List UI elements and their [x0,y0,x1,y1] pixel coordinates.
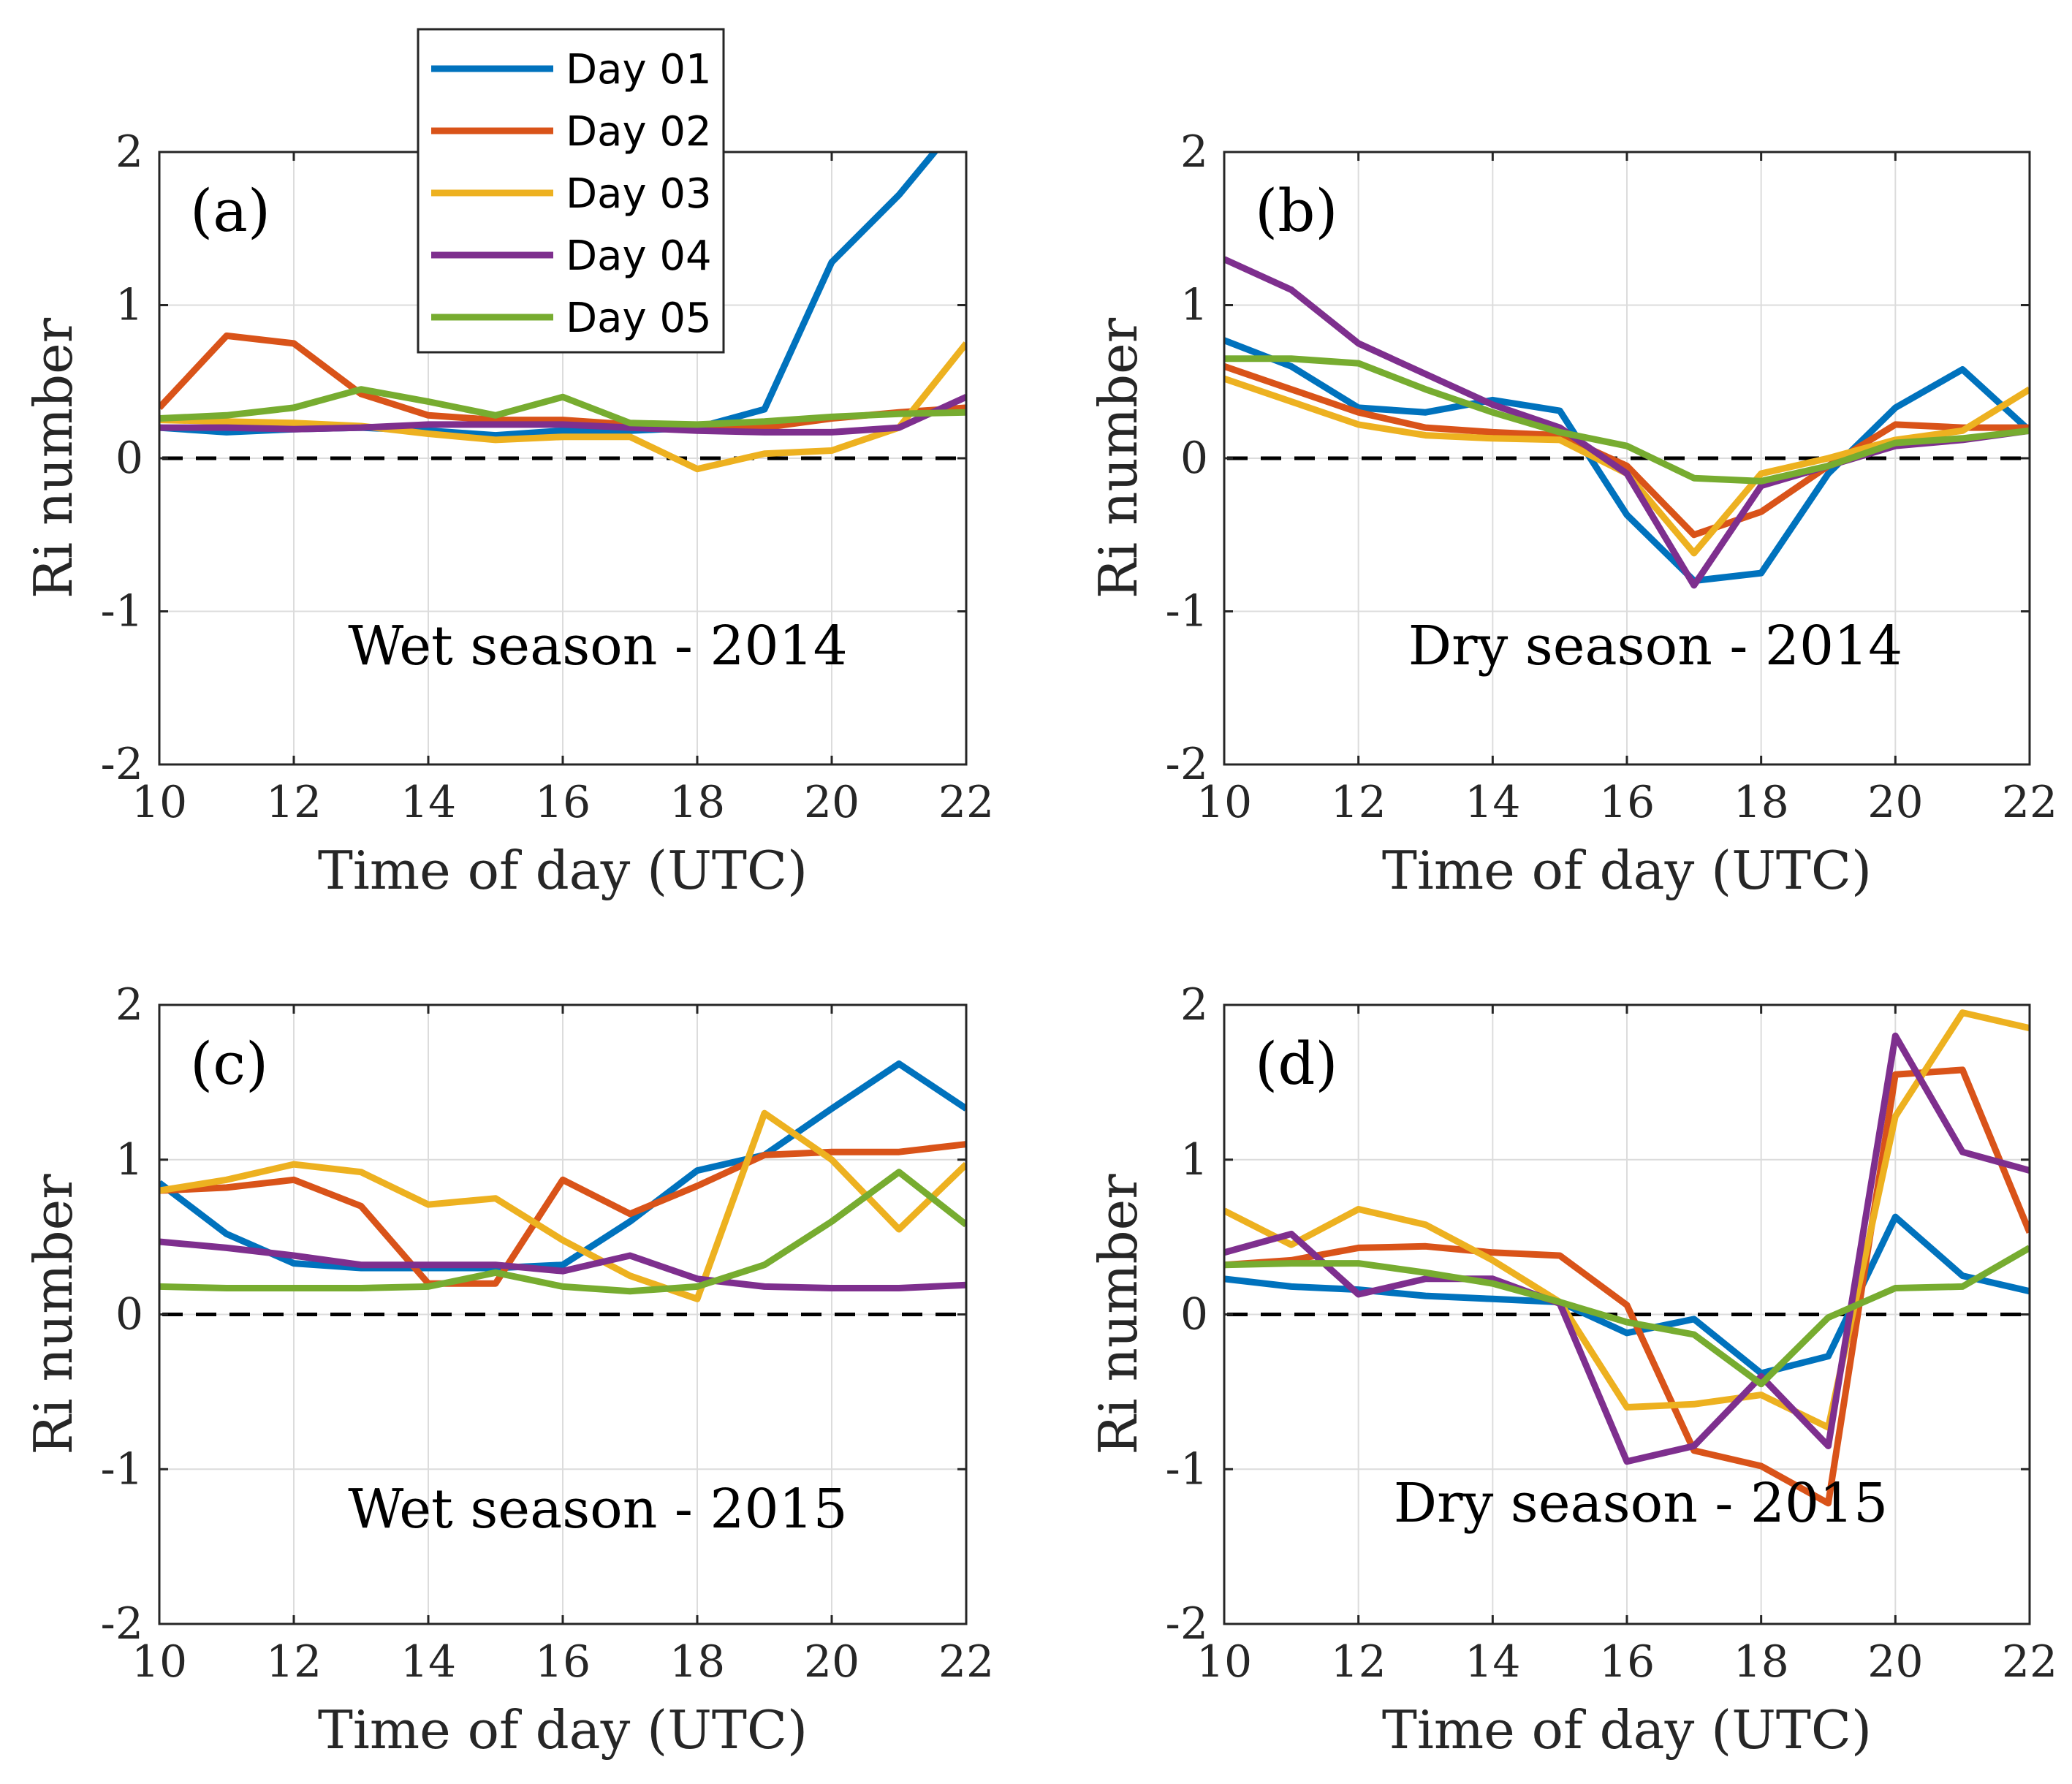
x-tick-label: 20 [1867,777,1923,828]
series-line-day-03 [1224,1009,2030,1431]
x-axis-label: Time of day (UTC) [318,840,808,901]
y-tick-label: -2 [1166,739,1208,790]
x-axis-label: Time of day (UTC) [1382,840,1872,901]
series-line-day-04 [1224,1032,2030,1465]
series-line-day-04 [159,1238,966,1291]
panel-letter: (b) [1255,177,1338,245]
y-tick-label: 2 [1180,126,1208,178]
y-tick-label: 0 [115,433,143,484]
series-group [1224,1009,2030,1507]
y-tick-label: 1 [115,1134,143,1185]
legend: Day 01 Day 02 Day 03 Day 04 Day 05 [417,28,725,354]
y-tick-label: 1 [1180,280,1208,331]
y-tick-label: 1 [1180,1134,1208,1185]
x-tick-label: 14 [401,777,456,828]
season-annotation: Dry season - 2014 [1408,615,1902,677]
y-tick-label: 0 [115,1289,143,1340]
panel-letter: (a) [190,177,270,245]
x-tick-label: 22 [2002,1636,2057,1688]
y-tick-label: -1 [101,1443,143,1495]
series-group [159,152,966,473]
series-line-day-01 [159,1060,966,1272]
y-tick-label: 0 [1180,1289,1208,1340]
y-axis-label: Ri number [1088,317,1149,599]
series-group [159,1060,966,1302]
x-tick-label: 22 [938,777,994,828]
x-tick-label: 10 [1196,1636,1252,1688]
y-tick-label: -1 [1166,1443,1208,1495]
x-tick-label: 12 [266,1636,322,1688]
y-tick-label: -2 [101,739,143,790]
y-tick-label: -2 [101,1598,143,1650]
x-tick-label: 16 [1599,777,1655,828]
x-axis-label: Time of day (UTC) [1382,1699,1872,1761]
series-line-day-02 [159,1141,966,1287]
x-tick-label: 16 [535,1636,591,1688]
y-tick-label: 2 [1180,979,1208,1030]
series-line-day-03 [159,341,966,473]
y-tick-label: 2 [115,126,143,178]
x-tick-label: 20 [1867,1636,1923,1688]
x-tick-label: 18 [669,777,725,828]
series-line-day-02 [1224,1066,2030,1507]
x-tick-label: 14 [401,1636,456,1688]
series-line-day-05 [159,386,966,428]
x-tick-label: 10 [132,1636,187,1688]
series-line-day-05 [1224,355,2030,485]
x-tick-label: 10 [1196,777,1252,828]
series-line-day-05 [1224,1245,2030,1388]
legend-label-day-05: Day 05 [566,295,712,342]
x-tick-label: 18 [669,1636,725,1688]
series-line-day-03 [159,1109,966,1302]
x-tick-label: 22 [2002,777,2057,828]
series-group [1224,256,2030,589]
season-annotation: Dry season - 2015 [1394,1472,1888,1535]
x-tick-label: 12 [266,777,322,828]
series-line-day-01 [1224,1213,2030,1377]
x-tick-label: 22 [938,1636,994,1688]
y-axis-label: Ri number [1088,1174,1149,1455]
legend-label-day-03: Day 03 [566,170,712,218]
x-tick-label: 20 [804,777,859,828]
series-line-day-01 [1224,337,2030,585]
x-tick-label: 16 [535,777,591,828]
y-axis-label: Ri number [23,1174,84,1455]
x-tick-label: 14 [1465,777,1520,828]
legend-label-day-01: Day 01 [566,46,712,94]
x-tick-label: 12 [1330,1636,1386,1688]
y-tick-label: -1 [1166,586,1208,637]
x-tick-label: 10 [132,777,187,828]
y-tick-label: -1 [101,586,143,637]
series-line-day-04 [159,394,966,436]
y-tick-label: 1 [115,280,143,331]
y-axis-label: Ri number [23,317,84,599]
y-tick-label: 0 [1180,433,1208,484]
x-tick-label: 14 [1465,1636,1520,1688]
panel-letter: (c) [190,1030,268,1098]
x-tick-label: 16 [1599,1636,1655,1688]
x-tick-label: 20 [804,1636,859,1688]
legend-label-day-02: Day 02 [566,108,712,156]
series-line-day-02 [1224,363,2030,539]
x-tick-label: 12 [1330,777,1386,828]
y-tick-label: 2 [115,979,143,1030]
x-axis-label: Time of day (UTC) [318,1699,808,1761]
x-tick-label: 18 [1733,1636,1788,1688]
panel-letter: (d) [1255,1030,1338,1098]
y-tick-label: -2 [1166,1598,1208,1650]
legend-label-day-04: Day 04 [566,232,712,280]
season-annotation: Wet season - 2014 [348,615,848,677]
x-tick-label: 18 [1733,777,1788,828]
season-annotation: Wet season - 2015 [348,1478,848,1541]
series-line-day-05 [159,1169,966,1295]
